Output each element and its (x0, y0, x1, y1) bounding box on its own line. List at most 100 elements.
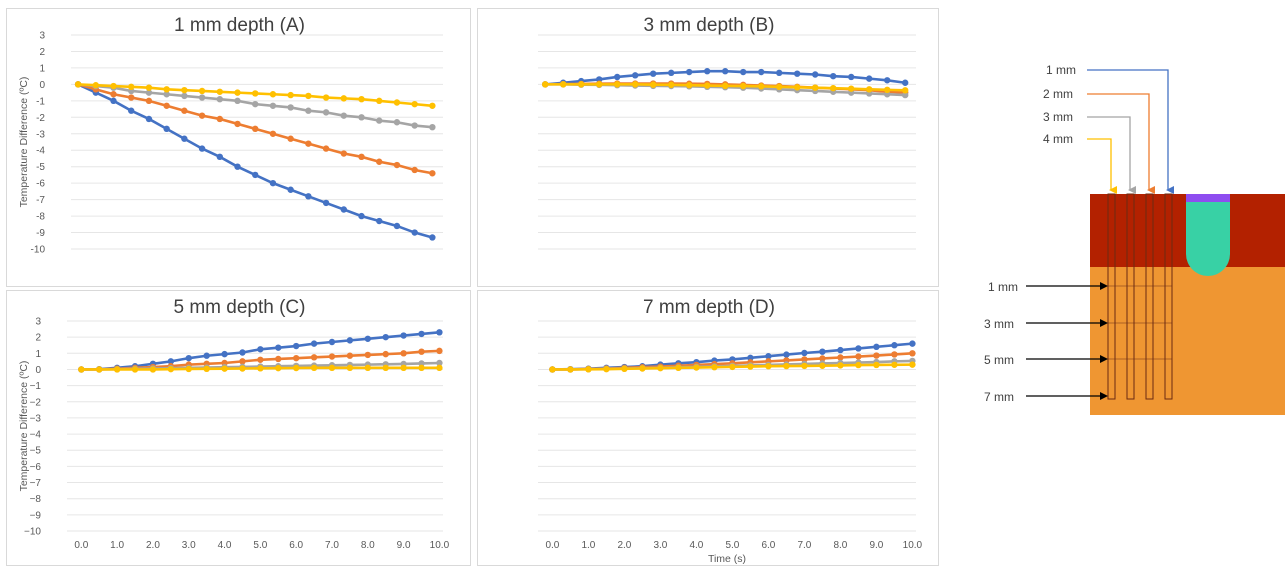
data-point (322, 94, 330, 101)
data-point (884, 91, 891, 98)
data-point (855, 345, 862, 352)
data-point (340, 206, 347, 213)
series-3 (74, 81, 436, 109)
data-point (632, 81, 639, 88)
data-point (275, 355, 282, 363)
series-0 (74, 81, 436, 241)
data-point (909, 361, 916, 368)
data-point (376, 217, 383, 225)
chart-title: 5 mm depth (C) (174, 297, 306, 318)
x-tick-label: 5.0 (725, 540, 739, 551)
probe-label-1mm: 1 mm (1046, 63, 1174, 194)
x-tick-label: 3.0 (653, 540, 667, 551)
data-point (185, 354, 192, 362)
data-point (747, 354, 754, 362)
y-axis-label: Temperature Difference (ºC) (18, 77, 30, 208)
data-point (418, 330, 425, 338)
x-tick-label: 7.0 (797, 540, 811, 551)
data-point (275, 364, 282, 372)
y-tick-label: −5 (30, 446, 42, 457)
series-3 (549, 361, 916, 373)
data-point (650, 81, 657, 88)
data-point (411, 122, 418, 129)
data-point (163, 86, 170, 93)
data-point (145, 97, 153, 105)
data-point (411, 229, 418, 236)
data-point (203, 352, 210, 359)
chart-7mm-depth: 7 mm depth (D) 0.0 1.0 2.0 3.0 4.0 5.0 6.0 7.0 8.… (538, 297, 923, 565)
data-point (305, 107, 312, 114)
data-point (614, 81, 621, 88)
data-point (163, 91, 170, 98)
y-tick-label: 3 (35, 317, 41, 328)
data-point (704, 68, 711, 75)
data-point (181, 92, 188, 100)
data-point (287, 135, 294, 142)
data-point (758, 68, 765, 76)
data-point (252, 171, 259, 179)
y-tick-label: −1 (30, 381, 42, 392)
data-point (400, 332, 407, 339)
x-tick-label: 4.0 (218, 540, 232, 551)
data-point (181, 86, 188, 94)
data-point (269, 102, 277, 109)
svg-text:1 mm: 1 mm (1046, 63, 1076, 77)
data-point (221, 365, 228, 372)
depth-label-7mm: 7 mm (984, 390, 1108, 404)
data-point (221, 350, 228, 358)
data-point (145, 115, 153, 123)
data-point (657, 364, 664, 372)
data-point (418, 348, 425, 355)
data-point (358, 153, 365, 161)
data-point (393, 119, 401, 126)
chart-panel-d: 7 mm depth (D) 0.0 1.0 2.0 3.0 4.0 5.0 6.0 7.0 8.… (477, 290, 939, 566)
data-point (650, 70, 657, 77)
data-point (128, 94, 135, 101)
data-point (287, 91, 294, 99)
data-point (873, 361, 880, 369)
data-point (110, 82, 117, 90)
data-point (163, 125, 170, 133)
data-point (92, 82, 100, 89)
data-point (855, 361, 862, 369)
data-point (358, 96, 365, 103)
data-point (257, 356, 264, 363)
data-point (275, 344, 282, 351)
data-point (411, 166, 418, 174)
data-point (704, 82, 711, 89)
data-point (436, 329, 443, 336)
svg-text:4 mm: 4 mm (1043, 132, 1073, 146)
data-point (429, 170, 436, 177)
x-tick-label: 10.0 (430, 540, 450, 551)
data-point (376, 158, 383, 165)
y-tick-label: 0 (35, 365, 41, 376)
y-tick-label: −7 (30, 478, 42, 489)
x-tick-label: 3.0 (182, 540, 196, 551)
data-point (436, 364, 443, 372)
data-point (239, 358, 246, 365)
data-point (305, 193, 312, 200)
y-tick-label: 2 (39, 47, 45, 58)
data-point (252, 125, 259, 133)
svg-text:7 mm: 7 mm (984, 390, 1014, 404)
data-point (234, 97, 241, 105)
data-point (310, 340, 318, 347)
data-point (848, 73, 855, 81)
data-point (128, 107, 135, 114)
data-point (167, 358, 175, 365)
depth-label-5mm: 5 mm (984, 353, 1108, 367)
x-axis-label: Time (s) (708, 553, 746, 565)
data-point (578, 81, 585, 88)
data-point (776, 69, 783, 77)
data-point (747, 363, 754, 370)
data-point (234, 89, 241, 96)
data-point (891, 342, 898, 349)
data-point (794, 84, 801, 91)
data-point (639, 365, 646, 372)
data-point (393, 161, 401, 169)
data-point (287, 104, 294, 111)
data-point (740, 68, 747, 76)
probe-label-2mm: 2 mm (1043, 87, 1155, 194)
data-point (358, 212, 365, 220)
data-point (269, 179, 277, 187)
